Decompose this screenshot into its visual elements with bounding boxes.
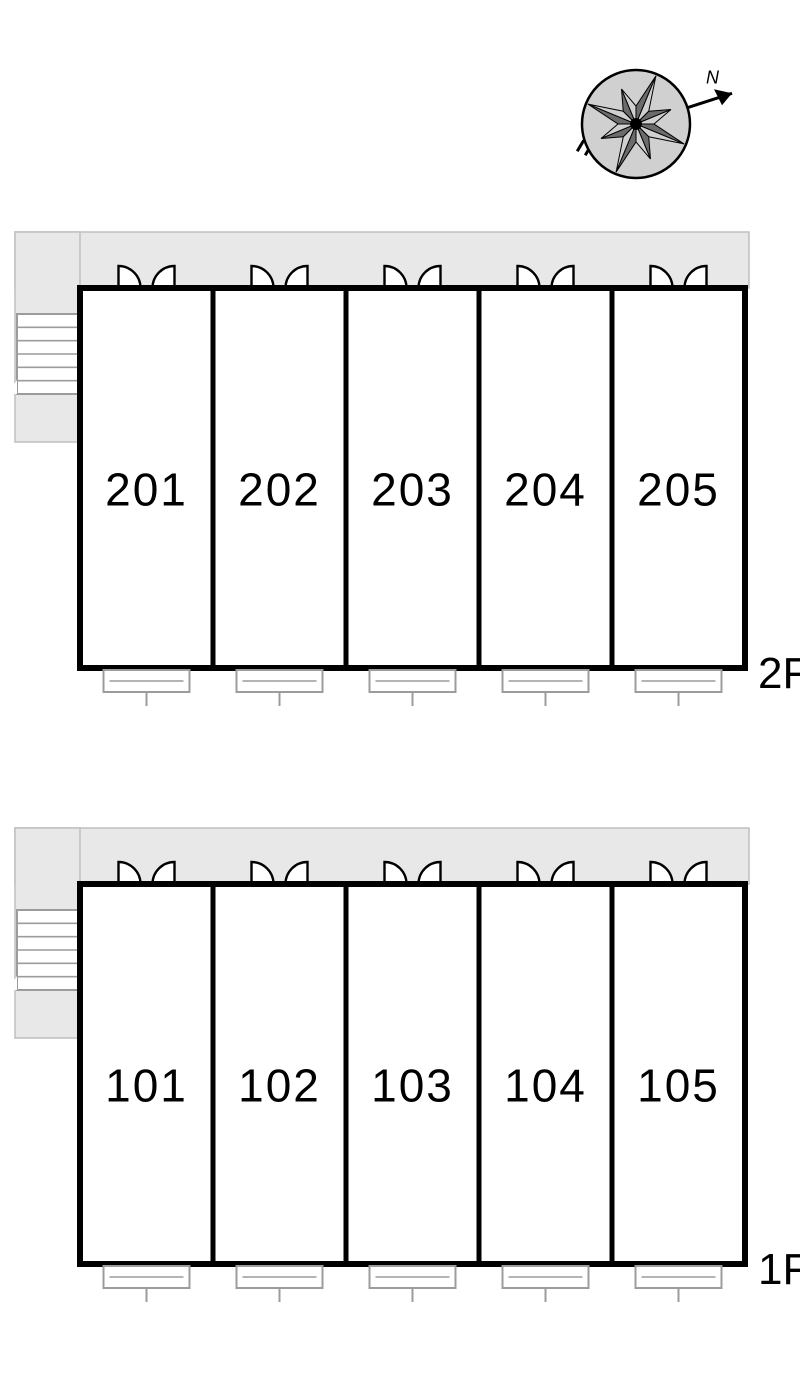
unit-label: 202 [238, 463, 321, 515]
floor-label: 2F [758, 649, 800, 698]
compass-north-label: N [706, 67, 720, 87]
floor1: 101 102 103 104 105 1F [7, 828, 800, 1302]
unit-label: 203 [371, 463, 454, 515]
unit-label: 102 [238, 1059, 321, 1111]
unit-label: 104 [504, 1059, 587, 1111]
unit-label: 101 [105, 1059, 188, 1111]
unit-label: 205 [637, 463, 720, 515]
unit-label: 105 [637, 1059, 720, 1111]
floorplan-svg: N 201 202 203 204 205 2F 101 102 103 104 105 1F [0, 0, 800, 1381]
unit-label: 103 [371, 1059, 454, 1111]
unit-label: 201 [105, 463, 188, 515]
floor2: 201 202 203 204 205 2F [7, 232, 800, 706]
floor-label: 1F [758, 1245, 800, 1294]
unit-label: 204 [504, 463, 587, 515]
